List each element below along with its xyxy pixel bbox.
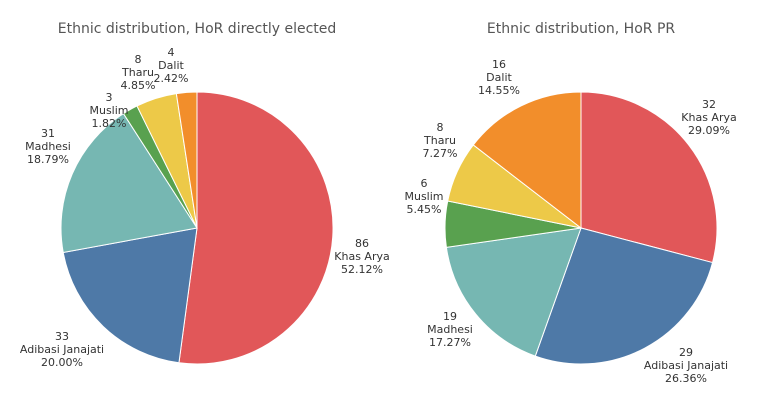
slice-label-madhesi: 31 Madhesi 18.79% [25, 127, 71, 166]
slice-label-dalit: 4 Dalit 2.42% [154, 46, 189, 85]
slice-label-dalit: 16 Dalit 14.55% [478, 58, 520, 97]
pie-chart-pr: Ethnic distribution, HoR PR 32 Khas Arya 2… [404, 21, 736, 385]
pie-slice-adibasi-janajati [62, 227, 198, 364]
pie-slice-dalit [472, 91, 582, 230]
slice-label-adibasi-janajati: 33 Adibasi Janajati 20.00% [20, 330, 104, 369]
slice-label-muslim: 6 Muslim 5.45% [404, 177, 443, 216]
slice-label-madhesi: 19 Madhesi 17.27% [427, 310, 473, 349]
chart-title: Ethnic distribution, HoR directly electe… [58, 21, 337, 37]
slice-label-tharu: 8 Tharu 7.27% [423, 121, 458, 160]
slice-label-adibasi-janajati: 29 Adibasi Janajati 26.36% [644, 346, 728, 385]
slice-label-tharu: 8 Tharu 4.85% [121, 53, 156, 92]
slice-label-muslim: 3 Muslim 1.82% [89, 91, 128, 130]
pie-slice-adibasi-janajati [534, 227, 714, 365]
pie-slice-khas-arya [178, 91, 334, 365]
chart-title: Ethnic distribution, HoR PR [487, 21, 676, 37]
pie-slice-madhesi [445, 227, 582, 357]
slice-label-khas-arya: 86 Khas Arya 52.12% [334, 237, 389, 276]
pie-chart-directly-elected: Ethnic distribution, HoR directly electe… [20, 21, 390, 369]
pie-slice-dalit [175, 91, 198, 229]
pie-slice-madhesi [60, 112, 198, 254]
pie-slice-khas-arya [580, 91, 718, 264]
slice-label-khas-arya: 32 Khas Arya 29.09% [681, 98, 736, 137]
